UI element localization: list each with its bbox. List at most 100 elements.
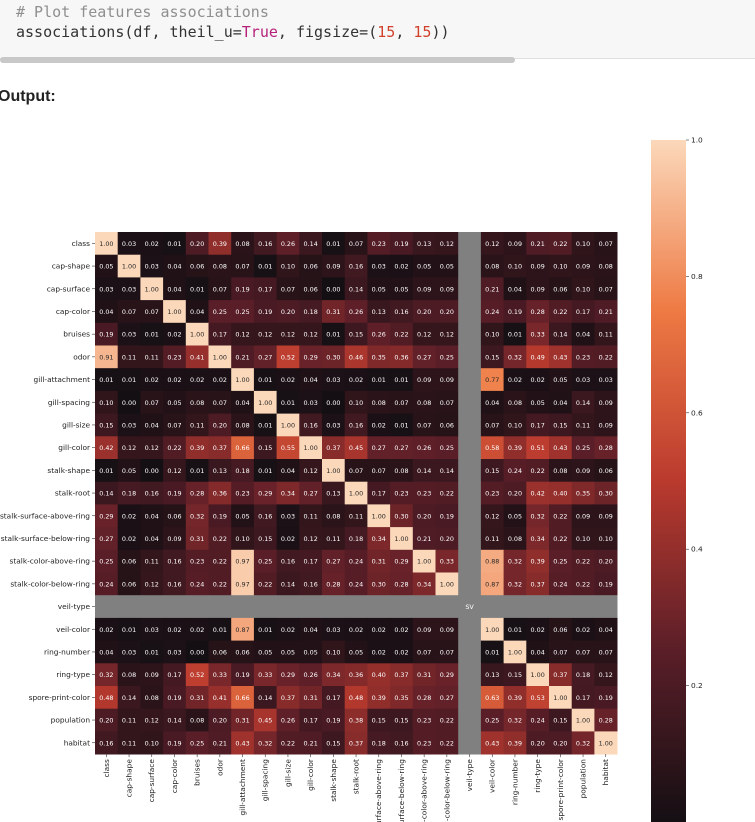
heatmap-cell [571,390,595,414]
heatmap-cell [480,617,504,641]
heatmap-cell [594,731,618,755]
cell-value-label: 1.00 [372,512,386,520]
heatmap-cell [412,708,436,732]
heatmap-cell [95,436,119,460]
heatmap-cell [253,686,277,710]
horizontal-scrollbar[interactable] [0,57,515,63]
cell-value-label: 0.22 [213,535,227,543]
cell-value-label: 0.09 [417,626,431,634]
cell-value-label: 0.23 [190,558,204,566]
cell-value-label: 0.18 [349,535,363,543]
heatmap-cell [412,300,436,324]
cell-value-label: 0.03 [304,399,318,407]
cell-value-label: 0.02 [145,376,159,384]
cell-value-label: 0.20 [190,240,204,248]
cell-value-label: 0.32 [508,353,522,361]
heatmap-cell [163,663,187,687]
cell-value-label: 1.00 [190,331,204,339]
heatmap-cell [208,345,232,369]
heatmap-cell [549,232,573,256]
heatmap-cell [276,527,300,551]
heatmap-cell [253,663,277,687]
heatmap-cell [208,390,232,414]
cell-value-label: 0.08 [508,535,522,543]
cell-value-label: 0.10 [508,263,522,271]
cell-value-label: 0.03 [281,512,295,520]
heatmap-cell [140,572,164,596]
heatmap-cell [117,595,141,619]
heatmap-cell [231,300,255,324]
y-tick-label: gill-attachment [34,375,91,384]
heatmap-cell [526,459,550,483]
heatmap-cell [390,390,414,414]
heatmap-cell [185,322,209,346]
heatmap-cell [458,345,482,369]
heatmap-cell [208,481,232,505]
cell-value-label: 0.15 [553,421,567,429]
heatmap-cell [458,481,482,505]
heatmap-cell [95,708,119,732]
heatmap-cell [367,640,391,664]
cell-value-label: 0.39 [531,558,545,566]
cell-value-label: 0.31 [304,694,318,702]
heatmap-cell [299,390,323,414]
heatmap-cell [231,459,255,483]
cell-value-label: 0.10 [576,285,590,293]
heatmap-cell [140,731,164,755]
cell-value-label: 0.12 [304,535,318,543]
heatmap-cell [549,413,573,437]
cell-value-label: 0.23 [576,353,590,361]
heatmap-cell [140,504,164,528]
heatmap-cell [503,731,527,755]
cell-value-label: 0.07 [440,399,454,407]
heatmap-cell [503,504,527,528]
cell-value-label: 0.17 [213,331,227,339]
heatmap-cell [435,232,459,256]
heatmap-cell [503,345,527,369]
y-tick-label: bruises [63,330,90,339]
cell-value-label: 0.09 [576,263,590,271]
cell-value-label: 0.16 [349,421,363,429]
code-cell[interactable]: # Plot features associations association… [0,0,755,59]
cell-value-label: 0.03 [167,648,181,656]
cell-value-label: 0.10 [326,648,340,656]
cell-value-label: 0.00 [145,467,159,475]
cell-value-label: 0.17 [258,285,272,293]
cell-value-label: 0.10 [235,535,249,543]
colorbar [651,140,686,822]
heatmap-cell [435,481,459,505]
cell-value-label: 0.13 [372,308,386,316]
cell-value-label: 0.41 [213,694,227,702]
cell-value-label: 0.05 [304,648,318,656]
cell-value-label: 0.16 [304,580,318,588]
cell-value-label: 0.02 [122,512,136,520]
heatmap-cell [435,345,459,369]
cell-value-label: 0.03 [122,331,136,339]
cell-value-label: 0.22 [440,717,454,725]
cell-value-label: 0.06 [440,421,454,429]
cell-value-label: 0.37 [394,671,408,679]
cell-value-label: 0.27 [417,353,431,361]
heatmap-cell [571,617,595,641]
cell-value-label: 0.26 [417,444,431,452]
cell-value-label: 0.21 [531,240,545,248]
cell-value-label: 0.11 [145,558,159,566]
y-tick-label: gill-spacing [48,398,90,407]
heatmap-cell [390,459,414,483]
heatmap-cell [276,232,300,256]
heatmap-cell [208,459,232,483]
heatmap-cell [163,617,187,641]
heatmap-cell [253,731,277,755]
y-tick-label: veil-color [56,625,91,634]
heatmap-cell [367,436,391,460]
cell-value-label: 0.11 [145,353,159,361]
cell-value-label: 0.08 [145,694,159,702]
cell-value-label: 0.29 [281,671,295,679]
cell-value-label: 0.07 [394,399,408,407]
heatmap-cell [253,322,277,346]
heatmap-cell [390,345,414,369]
heatmap-cell [344,322,368,346]
y-tick-label: stalk-root [55,489,90,498]
cell-value-label: 0.37 [349,739,363,747]
cell-value-label: 0.42 [531,490,545,498]
